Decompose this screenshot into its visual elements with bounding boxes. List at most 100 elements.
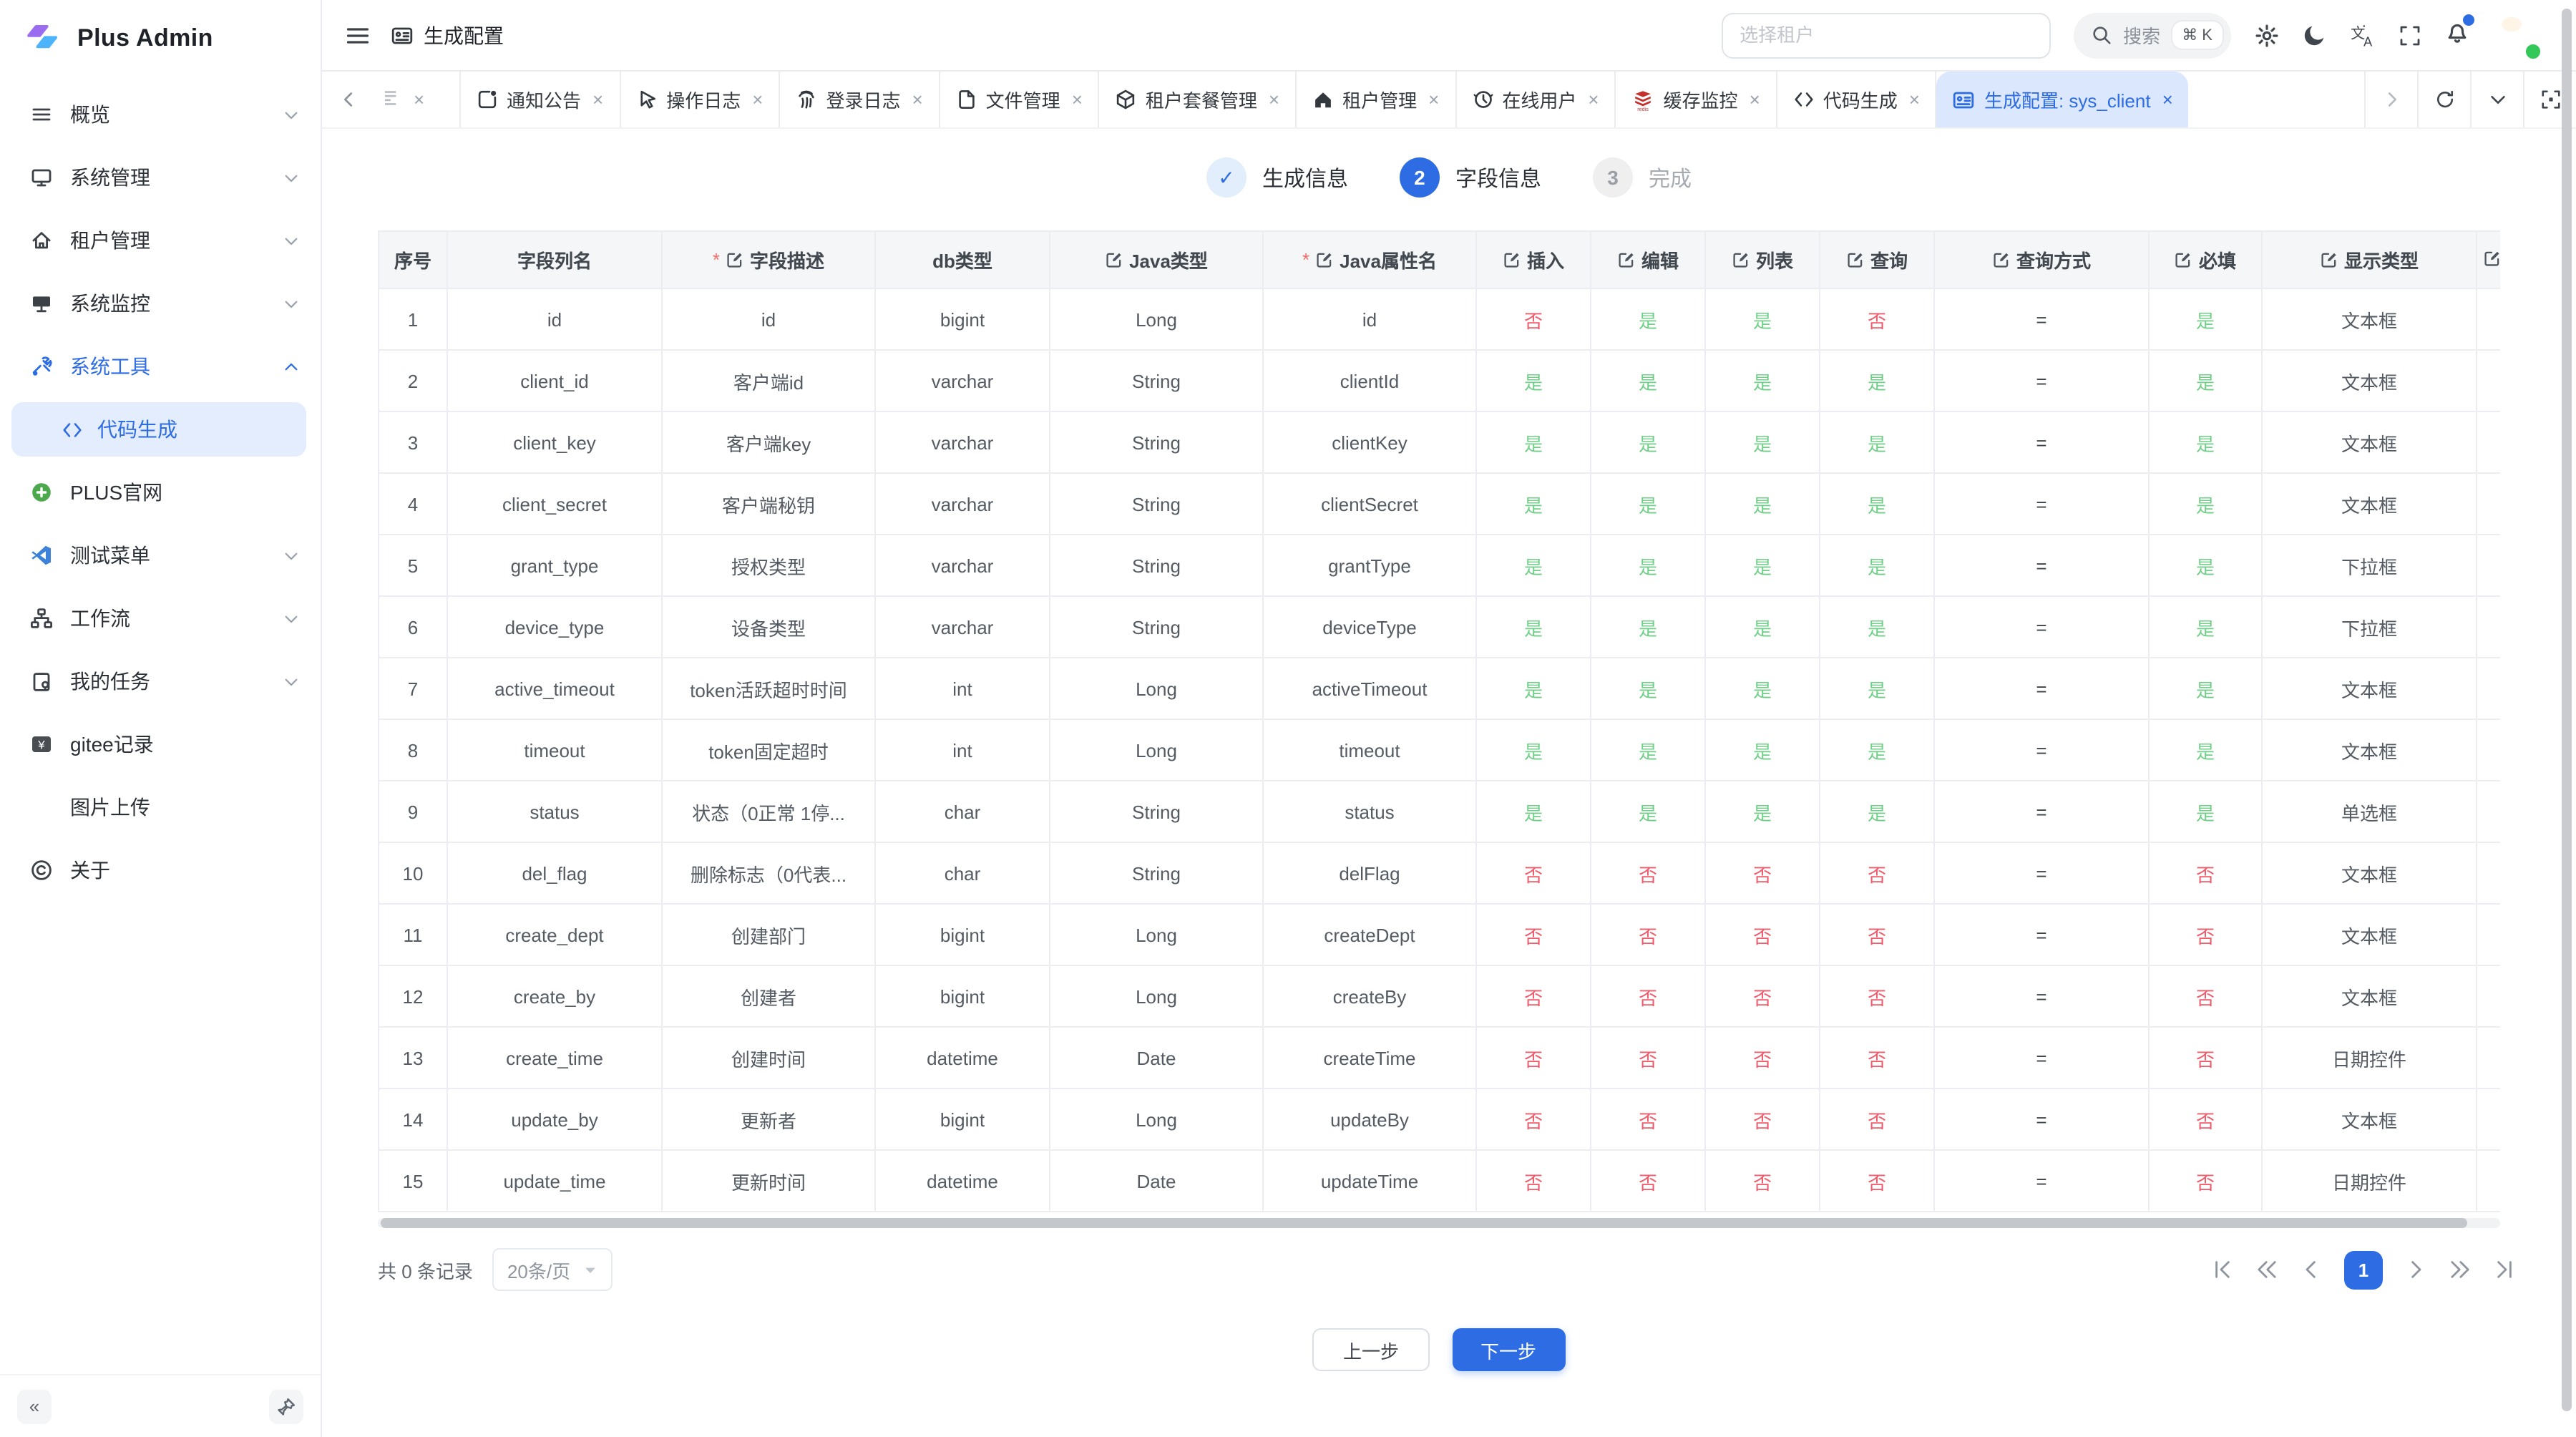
cell-查询[interactable]: 否 — [1819, 903, 1935, 966]
cell-查询方式[interactable]: = — [1933, 657, 2150, 720]
cell-Java类型[interactable]: String — [1049, 349, 1264, 412]
cell-插入[interactable]: 否 — [1475, 288, 1591, 351]
sidebar-item-11[interactable]: 图片上传 — [0, 776, 321, 839]
global-search-button[interactable]: 搜索 ⌘ K — [2073, 12, 2231, 58]
tab-close-icon[interactable]: × — [592, 89, 604, 110]
cell-插入[interactable]: 否 — [1475, 842, 1591, 905]
horizontal-scrollbar[interactable] — [378, 1218, 2500, 1228]
cell-Java类型[interactable]: String — [1049, 534, 1264, 597]
cell-字段描述[interactable]: 客户端id — [661, 349, 876, 412]
cell-插入[interactable]: 是 — [1475, 657, 1591, 720]
cell-编辑[interactable]: 是 — [1590, 595, 1706, 658]
horizontal-scrollbar-thumb[interactable] — [381, 1218, 2467, 1228]
cell-查询[interactable]: 否 — [1819, 842, 1935, 905]
cell-必填[interactable]: 是 — [2148, 780, 2263, 843]
cell-显示类型[interactable]: 文本框 — [2261, 657, 2477, 720]
cell-显示类型[interactable]: 单选框 — [2261, 780, 2477, 843]
tenant-select-input[interactable] — [1721, 12, 2051, 58]
cell-必填[interactable]: 是 — [2148, 411, 2263, 474]
cell-Java类型[interactable]: Long — [1049, 903, 1264, 966]
cell-查询方式[interactable]: = — [1933, 903, 2150, 966]
prev-step-button[interactable]: 上一步 — [1312, 1328, 1429, 1371]
tab-close-icon[interactable]: × — [1908, 89, 1920, 110]
tab-登录日志[interactable]: 登录日志 × — [780, 72, 940, 127]
cell-必填[interactable]: 否 — [2148, 1026, 2263, 1089]
cell-列表[interactable]: 否 — [1704, 903, 1820, 966]
current-page-button[interactable]: 1 — [2344, 1250, 2383, 1289]
cell-显示类型[interactable]: 文本框 — [2261, 1088, 2477, 1151]
cell-列表[interactable]: 是 — [1704, 780, 1820, 843]
tab-在线用户[interactable]: 在线用户 × — [1456, 72, 1616, 127]
sidebar-item-2[interactable]: 租户管理 — [0, 209, 321, 272]
cell-编辑[interactable]: 是 — [1590, 288, 1706, 351]
cell-db类型[interactable]: varchar — [874, 411, 1050, 474]
cell-插入[interactable]: 是 — [1475, 718, 1591, 781]
cell-插入[interactable]: 否 — [1475, 965, 1591, 1028]
cell-db类型[interactable]: char — [874, 842, 1050, 905]
vertical-scrollbar[interactable] — [2562, 9, 2572, 1428]
cell-查询[interactable]: 是 — [1819, 534, 1935, 597]
tab-生成配置: sys_client[interactable]: 生成配置: sys_client × — [1936, 72, 2189, 127]
settings-gear-icon[interactable] — [2254, 22, 2280, 48]
vertical-scrollbar-thumb[interactable] — [2562, 9, 2572, 1411]
cell-Java类型[interactable]: Long — [1049, 718, 1264, 781]
cell-查询方式[interactable]: = — [1933, 534, 2150, 597]
cell-编辑[interactable]: 否 — [1590, 965, 1706, 1028]
sidebar-item-9[interactable]: 我的任务 — [0, 650, 321, 713]
cell-查询方式[interactable]: = — [1933, 349, 2150, 412]
cell-查询方式[interactable]: = — [1933, 1088, 2150, 1151]
cell-[interactable] — [2476, 349, 2500, 412]
cell-列表[interactable]: 否 — [1704, 1026, 1820, 1089]
cell-查询方式[interactable]: = — [1933, 288, 2150, 351]
cell-编辑[interactable]: 否 — [1590, 903, 1706, 966]
cell-列表[interactable]: 是 — [1704, 534, 1820, 597]
cell-插入[interactable]: 是 — [1475, 595, 1591, 658]
cell-必填[interactable]: 是 — [2148, 534, 2263, 597]
cell-显示类型[interactable]: 日期控件 — [2261, 1026, 2477, 1089]
cell-查询方式[interactable]: = — [1933, 965, 2150, 1028]
cell-db类型[interactable]: varchar — [874, 349, 1050, 412]
cell-[interactable] — [2476, 288, 2500, 351]
cell-[interactable] — [2476, 842, 2500, 905]
cell-显示类型[interactable]: 文本框 — [2261, 472, 2477, 535]
cell-显示类型[interactable]: 下拉框 — [2261, 534, 2477, 597]
cell-插入[interactable]: 否 — [1475, 1026, 1591, 1089]
cell-Java类型[interactable]: String — [1049, 780, 1264, 843]
cell-显示类型[interactable]: 文本框 — [2261, 965, 2477, 1028]
content-fullscreen-button[interactable] — [2523, 72, 2576, 127]
cell-显示类型[interactable]: 下拉框 — [2261, 595, 2477, 658]
cell-db类型[interactable]: bigint — [874, 903, 1050, 966]
cell-db类型[interactable]: varchar — [874, 472, 1050, 535]
tab-close-icon[interactable]: × — [2162, 89, 2173, 110]
sidebar-item-8[interactable]: 工作流 — [0, 587, 321, 650]
cell-编辑[interactable]: 否 — [1590, 842, 1706, 905]
cell-编辑[interactable]: 是 — [1590, 780, 1706, 843]
tab-close-icon[interactable]: × — [1428, 89, 1440, 110]
cell-编辑[interactable]: 是 — [1590, 657, 1706, 720]
cell-查询方式[interactable]: = — [1933, 780, 2150, 843]
tab-close-icon[interactable]: × — [1071, 89, 1083, 110]
cell-查询方式[interactable]: = — [1933, 1026, 2150, 1089]
last-page-button[interactable] — [2493, 1258, 2516, 1281]
cell-Java属性名[interactable]: createBy — [1262, 965, 1477, 1028]
next-step-button[interactable]: 下一步 — [1452, 1328, 1566, 1371]
cell-编辑[interactable]: 是 — [1590, 718, 1706, 781]
tabs-scroll-left-button[interactable] — [322, 72, 374, 127]
cell-[interactable] — [2476, 411, 2500, 474]
cell-查询方式[interactable]: = — [1933, 718, 2150, 781]
cell-db类型[interactable]: int — [874, 718, 1050, 781]
cell-Java属性名[interactable]: updateBy — [1262, 1088, 1477, 1151]
cell-字段描述[interactable]: token固定超时 — [661, 718, 876, 781]
cell-[interactable] — [2476, 1026, 2500, 1089]
cell-Java属性名[interactable]: status — [1262, 780, 1477, 843]
cell-编辑[interactable]: 是 — [1590, 534, 1706, 597]
sidebar-item-7[interactable]: 测试菜单 — [0, 524, 321, 587]
cell-编辑[interactable]: 否 — [1590, 1149, 1706, 1212]
cell-db类型[interactable]: datetime — [874, 1026, 1050, 1089]
cell-Java类型[interactable]: String — [1049, 472, 1264, 535]
tab-close-icon[interactable]: × — [752, 89, 763, 110]
page-size-select[interactable]: 20条/页 — [492, 1248, 613, 1291]
cell-查询方式[interactable]: = — [1933, 411, 2150, 474]
cell-插入[interactable]: 是 — [1475, 534, 1591, 597]
user-avatar[interactable] — [2493, 11, 2543, 61]
